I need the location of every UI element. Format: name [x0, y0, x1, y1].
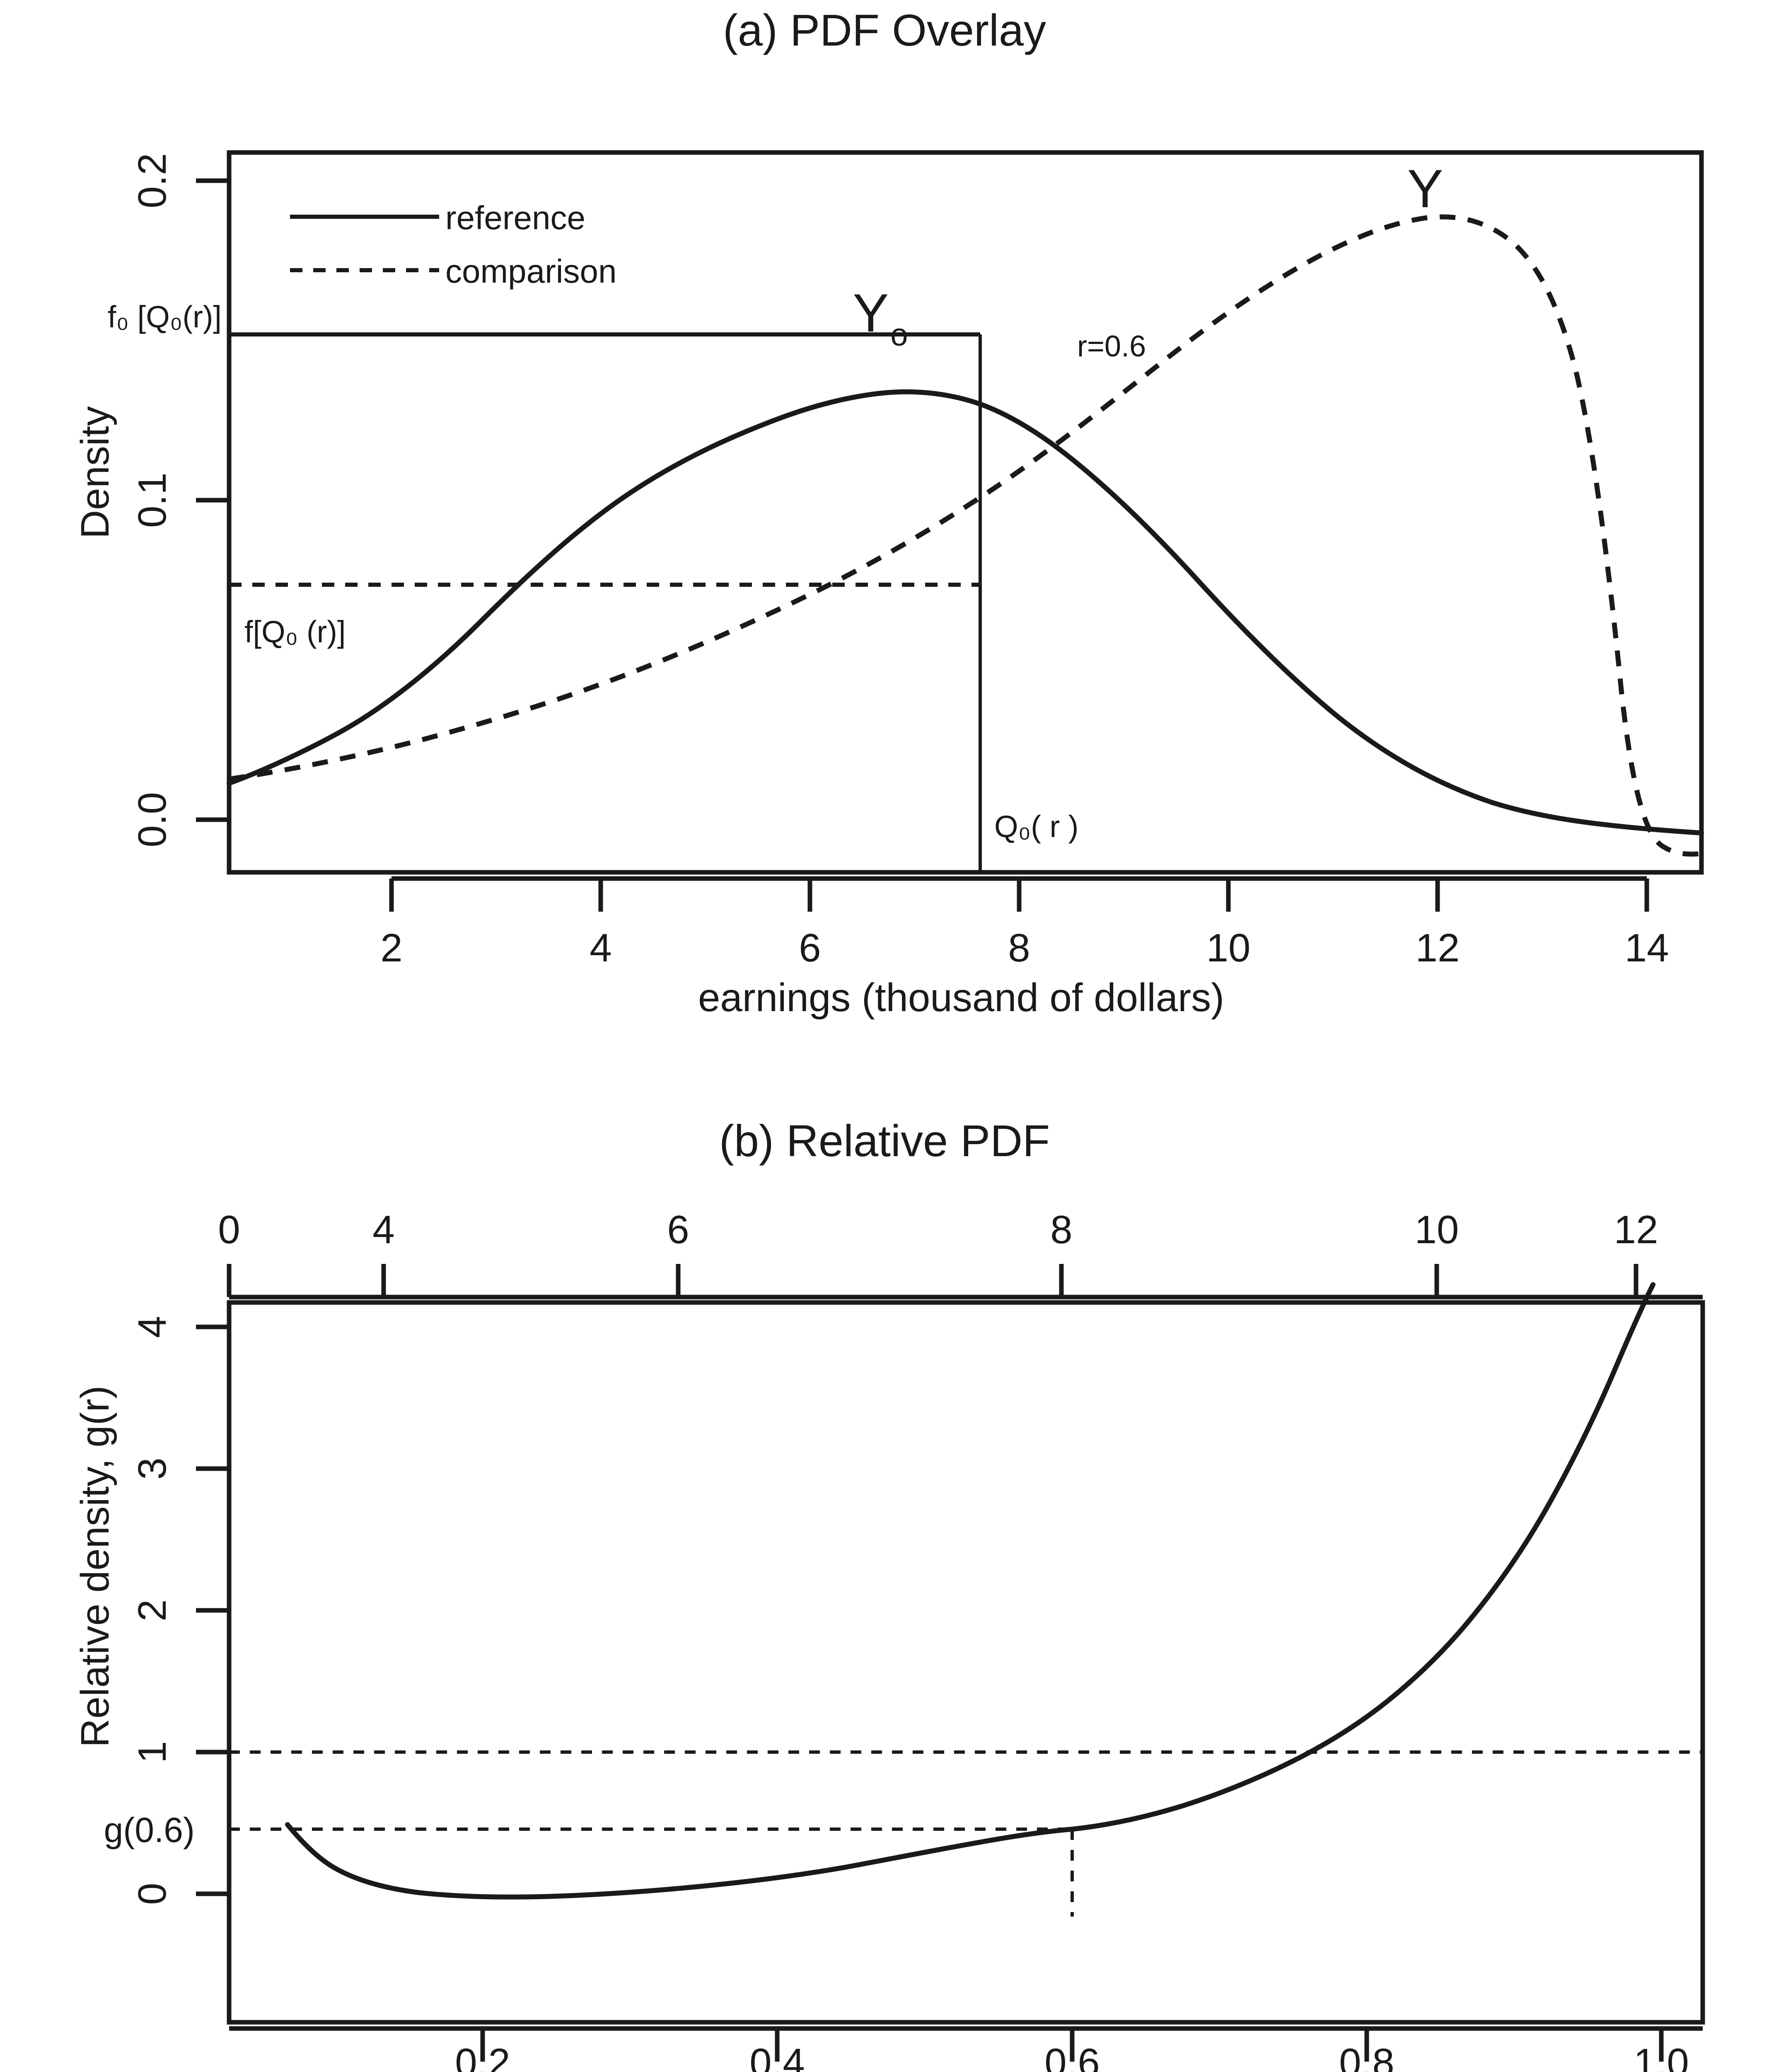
- panel-a-xtick-8: 8: [1008, 926, 1030, 970]
- panel-a-x-axis-label: earnings (thousand of dollars): [698, 975, 1224, 1020]
- panel-a-title: (a) PDF Overlay: [723, 5, 1046, 55]
- panel-a-xtick-2: 2: [380, 926, 402, 970]
- panel-b-y-axis-label: Relative density, g(r): [73, 1385, 117, 1747]
- panel-b-toptick-12: 12: [1614, 1208, 1658, 1252]
- panel-b-ytick-3: 3: [130, 1457, 174, 1479]
- annotation-f-q0r-label: f[Q₀ (r)]: [244, 615, 346, 649]
- panel-a-legend: reference comparison: [290, 199, 617, 290]
- panel-b-xtick-0-2: 0.2: [455, 2041, 510, 2072]
- panel-a-xtick-12: 12: [1416, 926, 1460, 970]
- panel-b-toptick-8: 8: [1050, 1208, 1072, 1252]
- panel-a-reference-curve: [227, 389, 1704, 835]
- annotation-r-marker: r=0.6: [1077, 330, 1146, 363]
- panel-b-top-axis-ticks: [227, 1264, 1638, 1297]
- panel-a-comparison-curve: [229, 214, 1702, 857]
- panel-b-y-ticks: [196, 1324, 229, 1896]
- panel-b-x-ticks: [480, 2028, 1664, 2062]
- panel-a-pdf-overlay: (a) PDF Overlay 0.2 0.1 0.0 Density 2 4 …: [73, 5, 1704, 1020]
- panel-a-xtick-4: 4: [590, 926, 611, 970]
- panel-b-toptick-4: 4: [372, 1208, 394, 1252]
- panel-b-ytick-4: 4: [130, 1316, 174, 1338]
- panel-b-title: (b) Relative PDF: [719, 1116, 1050, 1166]
- annotation-comparison-curve-label: Y: [1407, 158, 1443, 219]
- panel-a-plot-frame: [227, 150, 1704, 875]
- panel-b-toptick-0: 0: [218, 1208, 240, 1252]
- panel-a-ytick-0-1: 0.1: [130, 472, 174, 528]
- panel-a-xtick-10: 10: [1206, 926, 1251, 970]
- panel-b-xtick-0-8: 0.8: [1339, 2041, 1394, 2072]
- panel-a-ytick-0-2: 0.2: [130, 153, 174, 208]
- annotation-q0r-label: Q₀( r ): [994, 809, 1078, 844]
- panel-b-plot-frame: [227, 1300, 1705, 2025]
- panel-b-xtick-0-4: 0.4: [749, 2041, 805, 2072]
- legend-label-reference: reference: [445, 199, 585, 236]
- annotation-f0-q0r-label: f₀ [Q₀(r)]: [108, 300, 222, 334]
- panel-a-y-axis-label: Density: [73, 406, 117, 539]
- panel-b-ytick-1: 1: [130, 1741, 174, 1763]
- panel-a-annotations: Yo Y r=0.6 f₀ [Q₀(r)] f[Q₀ (r)] Q₀( r ): [108, 158, 1443, 844]
- panel-b-xtick-1-0: 1.0: [1634, 2041, 1689, 2072]
- panel-b-xtick-0-6: 0.6: [1044, 2041, 1100, 2072]
- panel-b-lower-labels: 0.2 0.4 0.6 0.8 1.0 r proportion of refe…: [455, 2041, 1689, 2072]
- panel-a-xtick-6: 6: [799, 926, 821, 970]
- panel-b-ytick-2: 2: [130, 1599, 174, 1621]
- annotation-reference-curve-label: Yo: [853, 283, 908, 353]
- panel-b-relative-pdf: (b) Relative PDF 0 4 6 8 10 12 4 3 2: [73, 1116, 1705, 2062]
- panel-b-ytick-0: 0: [130, 1883, 174, 1905]
- panel-a-xtick-14: 14: [1625, 926, 1669, 970]
- panel-a-ytick-0-0: 0.0: [130, 792, 174, 847]
- panel-a-x-ticks: [389, 879, 1649, 912]
- legend-label-comparison: comparison: [445, 253, 617, 290]
- panel-a-y-ticks: [196, 178, 229, 822]
- panel-b-toptick-6: 6: [667, 1208, 689, 1252]
- panel-b-toptick-10: 10: [1415, 1208, 1459, 1252]
